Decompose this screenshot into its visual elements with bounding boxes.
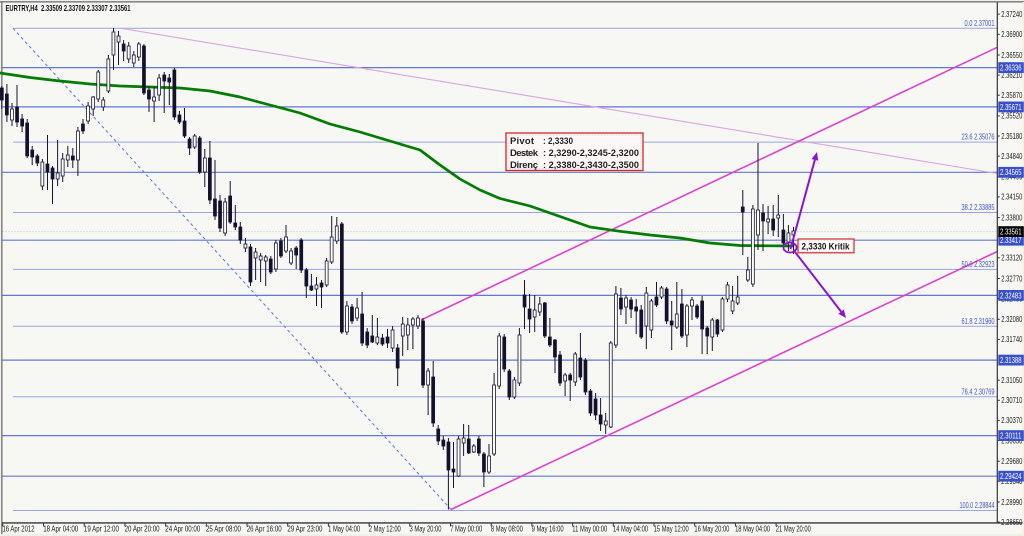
svg-text:16 May 20:00: 16 May 20:00 [694, 525, 729, 534]
svg-text:2.34150: 2.34150 [1001, 193, 1022, 202]
svg-text:2.35520: 2.35520 [1001, 112, 1022, 121]
svg-text:: 2,3330: : 2,3330 [543, 136, 573, 147]
svg-text:2.28650: 2.28650 [1001, 518, 1022, 527]
svg-text:8 May 08:00: 8 May 08:00 [491, 525, 523, 534]
svg-text:2.33417: 2.33417 [1000, 236, 1022, 245]
svg-text:16 Apr 2012: 16 Apr 2012 [3, 525, 35, 534]
svg-text:19 Apr 12:00: 19 Apr 12:00 [84, 525, 120, 534]
svg-text:9 May 16:00: 9 May 16:00 [532, 525, 564, 534]
svg-text:100.0 2.28844: 100.0 2.28844 [960, 501, 995, 510]
svg-text:2.35870: 2.35870 [1001, 91, 1022, 100]
svg-text:18 May 04:00: 18 May 04:00 [735, 525, 770, 534]
svg-text:11 May 00:00: 11 May 00:00 [572, 525, 607, 534]
svg-text:Pivot: Pivot [510, 136, 535, 147]
svg-text:2.30710: 2.30710 [1001, 396, 1022, 405]
svg-text:2.33120: 2.33120 [1001, 254, 1022, 263]
svg-text:2.33800: 2.33800 [1001, 213, 1022, 222]
svg-text:61.8 2.31960: 61.8 2.31960 [962, 317, 995, 326]
svg-text:76.4 2.30769: 76.4 2.30769 [962, 387, 995, 396]
svg-text:0.0 2.37001: 0.0 2.37001 [965, 19, 995, 28]
svg-text:Destek: Destek [510, 148, 539, 159]
svg-text:2.31740: 2.31740 [1001, 335, 1022, 344]
svg-text:2.30111: 2.30111 [1000, 432, 1022, 441]
svg-text:1 May 04:00: 1 May 04:00 [328, 525, 360, 534]
svg-text:38.2 2.33885: 38.2 2.33885 [962, 203, 995, 212]
svg-text:: 2,3380-2,3430-2,3500: : 2,3380-2,3430-2,3500 [543, 160, 639, 171]
svg-text:23.6 2.35076: 23.6 2.35076 [962, 133, 995, 142]
svg-text:2.36550: 2.36550 [1001, 51, 1022, 60]
svg-text:2.35671: 2.35671 [1000, 103, 1022, 112]
svg-text:29 Apr 23:00: 29 Apr 23:00 [287, 525, 323, 534]
svg-text:2.29340: 2.29340 [1001, 477, 1022, 486]
svg-text:2.31050: 2.31050 [1001, 376, 1022, 385]
svg-text:: 2,3290-2,3245-2,3200: : 2,3290-2,3245-2,3200 [543, 148, 639, 159]
svg-text:2.31388: 2.31388 [1000, 356, 1022, 365]
svg-text:2.35180: 2.35180 [1001, 132, 1022, 141]
svg-text:2.32770: 2.32770 [1001, 274, 1022, 283]
svg-text:3 May 20:00: 3 May 20:00 [410, 525, 442, 534]
svg-text:EURTRY,H4 2.33509 2.33709 2.3: EURTRY,H4 2.33509 2.33709 2.33307 2.3356… [6, 3, 131, 13]
svg-text:2.33561: 2.33561 [1000, 228, 1022, 237]
svg-text:2 May 12:00: 2 May 12:00 [369, 525, 401, 534]
svg-text:14 May 04:00: 14 May 04:00 [613, 525, 648, 534]
svg-text:2.36336: 2.36336 [1000, 64, 1022, 73]
svg-text:2.32483: 2.32483 [1000, 291, 1022, 300]
svg-text:2.36900: 2.36900 [1001, 30, 1022, 39]
svg-text:2.34565: 2.34565 [1000, 168, 1022, 177]
svg-text:25 Apr 08:00: 25 Apr 08:00 [206, 525, 242, 534]
svg-text:15 May 12:00: 15 May 12:00 [654, 525, 689, 534]
svg-text:2.28990: 2.28990 [1001, 498, 1022, 507]
svg-text:2.36210: 2.36210 [1001, 71, 1022, 80]
svg-text:18 Apr 04:00: 18 Apr 04:00 [43, 525, 79, 534]
svg-text:7 May 00:00: 7 May 00:00 [450, 525, 482, 534]
svg-text:2.32080: 2.32080 [1001, 315, 1022, 324]
svg-text:26 Apr 16:00: 26 Apr 16:00 [247, 525, 283, 534]
svg-text:2.29680: 2.29680 [1001, 457, 1022, 466]
svg-text:20 Apr 20:00: 20 Apr 20:00 [125, 525, 161, 534]
svg-text:21 May 20:00: 21 May 20:00 [776, 525, 811, 534]
svg-text:Direnç: Direnç [510, 160, 538, 171]
svg-text:2.34840: 2.34840 [1001, 152, 1022, 161]
svg-text:2.30370: 2.30370 [1001, 416, 1022, 425]
svg-text:2.29424: 2.29424 [1000, 472, 1022, 481]
svg-text:50.0 2.32923: 50.0 2.32923 [962, 260, 995, 269]
svg-text:24 Apr 00:00: 24 Apr 00:00 [165, 525, 201, 534]
svg-text:2.37240: 2.37240 [1001, 10, 1022, 19]
svg-text:2,3330 Kritik: 2,3330 Kritik [802, 241, 850, 251]
